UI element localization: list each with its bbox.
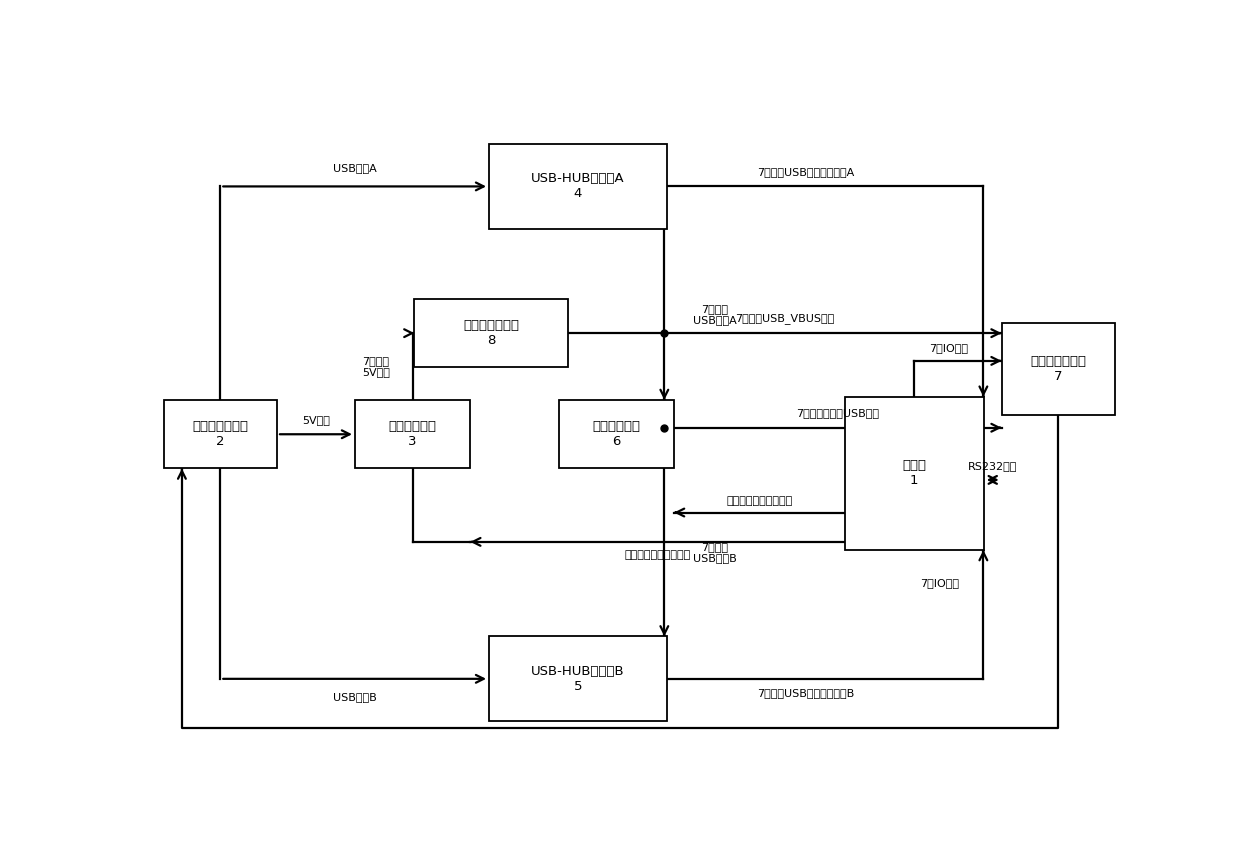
Text: 7路扩展USB端口状态信号A: 7路扩展USB端口状态信号A: [758, 167, 854, 177]
Bar: [558, 400, 675, 468]
Text: 电源分路开关控制信号: 电源分路开关控制信号: [624, 550, 691, 560]
Bar: [489, 144, 667, 229]
Text: 电源分路开关
3: 电源分路开关 3: [388, 420, 436, 448]
Bar: [414, 299, 568, 368]
Text: RS232串口: RS232串口: [968, 461, 1018, 471]
Text: 7路IO端口: 7路IO端口: [929, 343, 967, 353]
Text: USB总线B: USB总线B: [332, 692, 377, 702]
Text: 信号输出连接器
7: 信号输出连接器 7: [1030, 355, 1086, 383]
Text: 7路扩展
USB端口A: 7路扩展 USB端口A: [693, 303, 737, 325]
Text: 差分模拟开关
6: 差分模拟开关 6: [593, 420, 640, 448]
Bar: [355, 400, 470, 468]
Text: 电源输出保护器
8: 电源输出保护器 8: [464, 319, 520, 347]
Text: 差分模拟开关控制信号: 差分模拟开关控制信号: [727, 495, 792, 506]
Text: USB-HUB控制器A
4: USB-HUB控制器A 4: [531, 173, 625, 201]
Bar: [164, 400, 277, 468]
Text: 信号输入连接器
2: 信号输入连接器 2: [192, 420, 248, 448]
Text: 7路可控USB_VBUS电源: 7路可控USB_VBUS电源: [735, 313, 835, 324]
Text: 7路扩展
USB端口B: 7路扩展 USB端口B: [693, 542, 737, 563]
Text: 5V电源: 5V电源: [303, 415, 330, 425]
Bar: [1002, 324, 1115, 415]
Text: 7路双冗余备份USB端口: 7路双冗余备份USB端口: [796, 408, 879, 418]
Bar: [844, 396, 983, 550]
Text: 7路可控
5V电源: 7路可控 5V电源: [362, 356, 389, 378]
Text: 单片机
1: 单片机 1: [903, 459, 926, 487]
Text: USB-HUB控制器B
5: USB-HUB控制器B 5: [531, 665, 625, 693]
Text: 7路扩展USB端口状态信号B: 7路扩展USB端口状态信号B: [758, 688, 854, 698]
Text: USB总线A: USB总线A: [332, 163, 377, 173]
Text: 7路IO端口: 7路IO端口: [920, 578, 959, 588]
Bar: [489, 636, 667, 721]
